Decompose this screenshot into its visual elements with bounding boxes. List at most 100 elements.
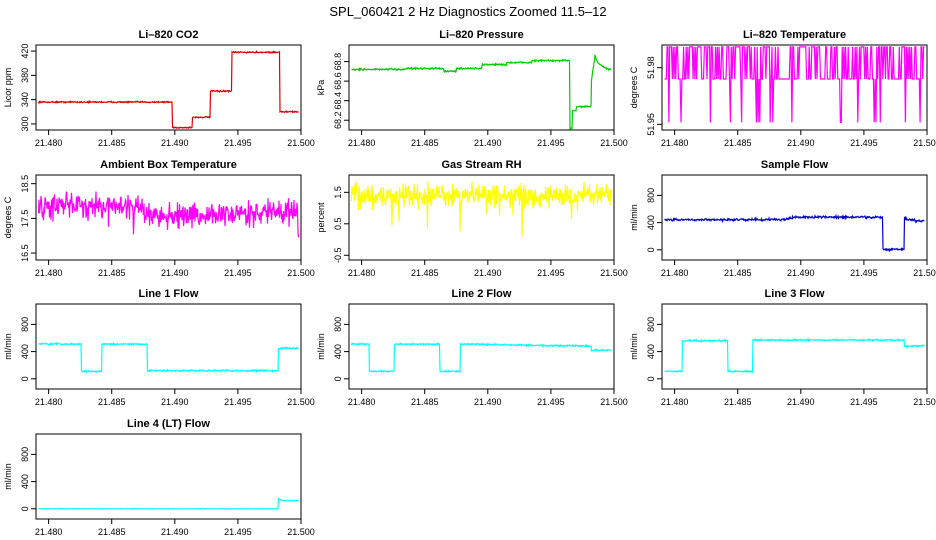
x-tick-label: 21.480 xyxy=(35,138,63,148)
x-tick-label: 21.485 xyxy=(724,268,752,278)
x-tick-label: 21.485 xyxy=(98,138,126,148)
y-tick-label: 51.95 xyxy=(646,113,656,136)
panel-title: Line 4 (LT) Flow xyxy=(127,418,210,430)
series-line xyxy=(37,191,300,238)
plot-frame xyxy=(348,44,615,131)
x-tick-label: 21.495 xyxy=(850,397,878,407)
plot-frame xyxy=(348,174,615,261)
plot-frame xyxy=(661,174,928,261)
plot-frame xyxy=(35,174,302,261)
y-tick-label: 0.5 xyxy=(333,218,343,231)
y-axis-label: ml/min xyxy=(3,333,13,360)
x-tick-label: 21.490 xyxy=(787,268,815,278)
y-tick-label: 68.8 xyxy=(333,53,343,71)
panels: Li–820 CO2 21.480 21.485 21.490 21.495 21.500… xyxy=(3,29,936,537)
x-tick-label: 21.480 xyxy=(35,268,63,278)
panel-title: Line 3 Flow xyxy=(765,288,825,300)
x-tick-label: 21.500 xyxy=(913,268,936,278)
chart-panel: Gas Stream RH 21.480 21.485 21.490 21.495 21.… xyxy=(316,159,628,278)
panel-title: Sample Flow xyxy=(761,159,829,171)
y-tick-label: 800 xyxy=(20,317,30,332)
chart-panel: Line 1 Flow 21.480 21.485 21.490 21.495 21.50… xyxy=(3,288,315,407)
plot-frame xyxy=(35,303,302,390)
x-tick-label: 21.490 xyxy=(161,138,189,148)
y-tick-label: 400 xyxy=(646,344,656,359)
y-axis-label: ml/min xyxy=(3,463,13,490)
y-tick-label: 0 xyxy=(20,376,30,381)
x-tick-label: 21.480 xyxy=(35,397,63,407)
panel-title: Li–820 Pressure xyxy=(439,29,523,41)
x-tick-label: 21.480 xyxy=(661,397,689,407)
y-tick-label: 800 xyxy=(646,188,656,203)
y-tick-label: 16.5 xyxy=(20,244,30,262)
y-axis-label: ml/min xyxy=(629,333,639,360)
x-tick-label: 21.490 xyxy=(787,397,815,407)
y-tick-label: 68.4 xyxy=(333,92,343,110)
x-tick-label: 21.495 xyxy=(850,268,878,278)
x-tick-label: 21.490 xyxy=(474,138,502,148)
x-tick-label: 21.480 xyxy=(348,268,376,278)
y-tick-label: 400 xyxy=(646,215,656,230)
y-tick-label: 68.6 xyxy=(333,72,343,90)
y-tick-label: 0 xyxy=(20,506,30,511)
x-tick-label: 21.485 xyxy=(98,268,126,278)
y-tick-label: 51.98 xyxy=(646,56,656,79)
x-tick-label: 21.495 xyxy=(224,268,252,278)
x-tick-label: 21.485 xyxy=(411,397,439,407)
y-tick-label: 300 xyxy=(20,116,30,131)
x-tick-label: 21.495 xyxy=(537,138,565,148)
chart-panel: Line 3 Flow 21.480 21.485 21.490 21.495 21.50… xyxy=(629,288,936,407)
y-tick-label: 17.5 xyxy=(20,210,30,228)
series-line xyxy=(350,341,612,374)
x-tick-label: 21.480 xyxy=(661,138,689,148)
x-tick-label: 21.485 xyxy=(411,268,439,278)
y-axis-label: percent xyxy=(316,202,326,233)
x-tick-label: 21.485 xyxy=(98,527,126,537)
x-tick-label: 21.480 xyxy=(35,527,63,537)
x-tick-label: 21.485 xyxy=(724,138,752,148)
y-tick-label: 340 xyxy=(20,92,30,107)
x-tick-label: 21.490 xyxy=(161,397,189,407)
x-tick-label: 21.500 xyxy=(913,138,936,148)
y-tick-label: -0.5 xyxy=(333,248,343,264)
plot-frame xyxy=(661,44,928,131)
series-line xyxy=(350,181,613,238)
y-axis-label: kPa xyxy=(316,80,326,96)
series-line xyxy=(664,213,925,253)
chart-panel: Line 2 Flow 21.480 21.485 21.490 21.495 21.50… xyxy=(316,288,628,407)
panel-title: Li–820 Temperature xyxy=(743,29,846,41)
chart-panel: Li–820 Temperature 21.480 21.485 21.490 21.4… xyxy=(629,29,936,148)
series-line xyxy=(37,50,299,130)
plot-frame xyxy=(348,303,615,390)
x-tick-label: 21.500 xyxy=(287,527,315,537)
x-tick-label: 21.490 xyxy=(787,138,815,148)
chart-panel: Ambient Box Temperature 21.480 21.485 21.49… xyxy=(3,159,315,278)
series-line xyxy=(38,341,299,374)
x-tick-label: 21.495 xyxy=(537,268,565,278)
y-tick-label: 400 xyxy=(20,474,30,489)
series-line xyxy=(351,54,612,130)
y-tick-label: 0 xyxy=(646,376,656,381)
x-tick-label: 21.500 xyxy=(600,138,628,148)
y-tick-label: 400 xyxy=(333,344,343,359)
panel-title: Line 2 Flow xyxy=(452,288,512,300)
plot-frame xyxy=(35,433,302,520)
x-tick-label: 21.490 xyxy=(161,268,189,278)
y-tick-label: 380 xyxy=(20,68,30,83)
x-tick-label: 21.490 xyxy=(161,527,189,537)
series-line xyxy=(664,46,925,124)
chart-panel: Sample Flow 21.480 21.485 21.490 21.495 21.50… xyxy=(629,159,936,278)
plot-frame xyxy=(35,44,302,131)
x-tick-label: 21.500 xyxy=(913,397,936,407)
y-tick-label: 800 xyxy=(646,317,656,332)
y-tick-label: 420 xyxy=(20,44,30,59)
y-tick-label: 800 xyxy=(333,317,343,332)
x-tick-label: 21.495 xyxy=(224,527,252,537)
y-axis-label: Licor ppm xyxy=(3,68,13,108)
y-axis-label: degrees C xyxy=(629,66,639,108)
x-tick-label: 21.500 xyxy=(287,397,315,407)
x-tick-label: 21.485 xyxy=(98,397,126,407)
y-tick-label: 68.2 xyxy=(333,111,343,129)
y-tick-label: 400 xyxy=(20,344,30,359)
